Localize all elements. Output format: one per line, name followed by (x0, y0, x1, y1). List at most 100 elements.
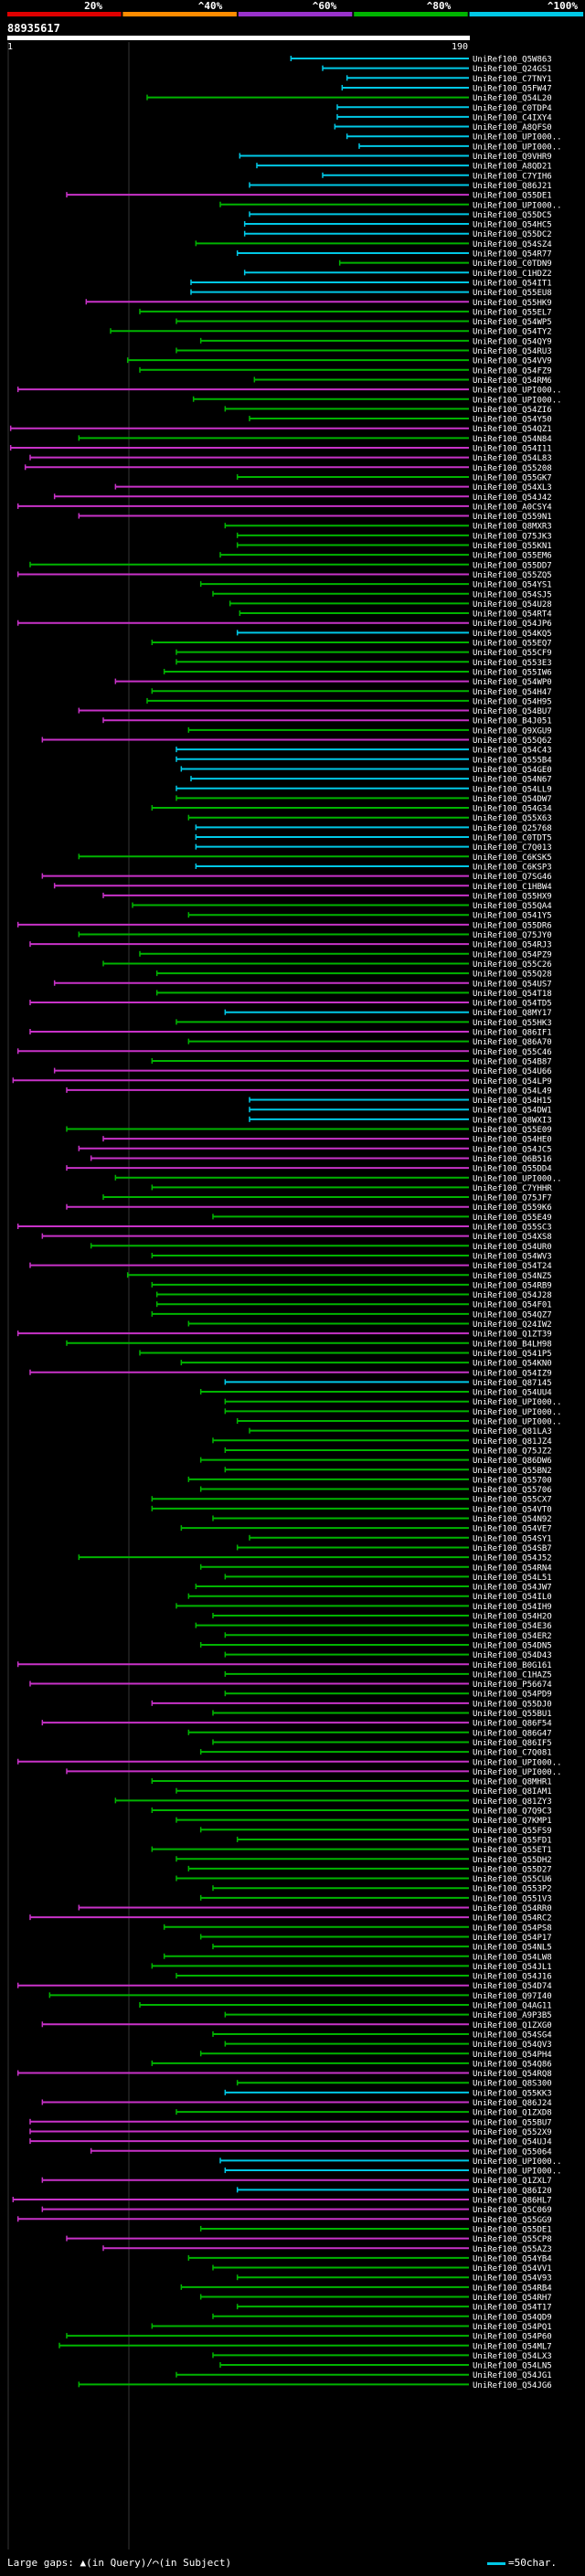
hit-label[interactable]: UniRef100_Q54R77 (473, 250, 552, 260)
hit-label[interactable]: UniRef100_C1HBW4 (473, 883, 552, 892)
hit-label[interactable]: UniRef100_B4J051 (473, 717, 552, 726)
hit-label[interactable]: UniRef100_Q1ZXD8 (473, 2109, 552, 2118)
hit-label[interactable]: UniRef100_Q54TD5 (473, 1000, 552, 1009)
hit-label[interactable]: UniRef100_Q86DW6 (473, 1457, 552, 1466)
hit-label[interactable]: UniRef100_Q24GS1 (473, 65, 552, 74)
hit-label[interactable]: UniRef100_Q54Y50 (473, 416, 552, 425)
hit-label[interactable]: UniRef100_Q54L83 (473, 454, 552, 463)
hit-label[interactable]: UniRef100_Q553P2 (473, 1885, 552, 1894)
hit-label[interactable]: UniRef100_Q8S300 (473, 2080, 552, 2089)
hit-label[interactable]: UniRef100_Q6B516 (473, 1155, 552, 1164)
hit-label[interactable]: UniRef100_Q54D74 (473, 1982, 552, 1991)
hit-label[interactable]: UniRef100_C6KSK5 (473, 853, 552, 863)
hit-label[interactable]: UniRef100_Q55C26 (473, 960, 552, 970)
hit-label[interactable]: UniRef100_Q86J24 (473, 2099, 552, 2108)
hit-label[interactable]: UniRef100_Q54RU3 (473, 347, 552, 356)
hit-label[interactable]: UniRef100_Q55BN2 (473, 1467, 552, 1476)
hit-label[interactable]: UniRef100_Q7SG46 (473, 873, 552, 882)
hit-label[interactable]: UniRef100_Q54UR0 (473, 1243, 552, 1252)
hit-label[interactable]: UniRef100_UPI000.. (473, 143, 562, 152)
hit-label[interactable]: UniRef100_Q54RR0 (473, 1904, 552, 1913)
hit-label[interactable]: UniRef100_Q8MHR1 (473, 1778, 552, 1787)
hit-label[interactable]: UniRef100_Q54ER2 (473, 1632, 552, 1641)
hit-label[interactable]: UniRef100_Q54FZ9 (473, 366, 552, 376)
hit-label[interactable]: UniRef100_Q55HX9 (473, 892, 552, 901)
hit-label[interactable]: UniRef100_Q54US7 (473, 980, 552, 989)
hit-label[interactable]: UniRef100_Q55HK9 (473, 299, 552, 308)
hit-label[interactable]: UniRef100_UPI000.. (473, 1758, 562, 1767)
hit-label[interactable]: UniRef100_Q81ZY3 (473, 1797, 552, 1807)
hit-label[interactable]: UniRef100_Q87145 (473, 1379, 552, 1388)
hit-label[interactable]: UniRef100_Q54H15 (473, 1097, 552, 1106)
hit-label[interactable]: UniRef100_Q55DE1 (473, 2225, 552, 2234)
hit-label[interactable]: UniRef100_Q8WXI3 (473, 1116, 552, 1125)
hit-label[interactable]: UniRef100_Q54QZ1 (473, 425, 552, 434)
hit-label[interactable]: UniRef100_Q552X9 (473, 2128, 552, 2137)
hit-label[interactable]: UniRef100_Q54LX3 (473, 2352, 552, 2361)
hit-label[interactable]: UniRef100_Q55700 (473, 1476, 552, 1485)
hit-label[interactable]: UniRef100_Q55Q62 (473, 737, 552, 746)
hit-label[interactable]: UniRef100_C1HAZ5 (473, 1670, 552, 1680)
hit-label[interactable]: UniRef100_Q55C46 (473, 1048, 552, 1057)
hit-label[interactable]: UniRef100_Q54XS8 (473, 1233, 552, 1242)
hit-label[interactable]: UniRef100_Q559K6 (473, 1203, 552, 1213)
hit-label[interactable]: UniRef100_Q55GG9 (473, 2216, 552, 2225)
hit-label[interactable]: UniRef100_Q86I20 (473, 2187, 552, 2196)
hit-label[interactable]: UniRef100_Q55064 (473, 2147, 552, 2157)
hit-label[interactable]: UniRef100_Q1ZT39 (473, 1330, 552, 1340)
hit-label[interactable]: UniRef100_Q54VV9 (473, 357, 552, 366)
hit-label[interactable]: UniRef100_Q54RN4 (473, 1564, 552, 1573)
hit-label[interactable]: UniRef100_Q55208 (473, 464, 552, 473)
hit-label[interactable]: UniRef100_Q54L20 (473, 94, 552, 103)
hit-label[interactable]: UniRef100_A8QFS0 (473, 123, 552, 133)
hit-label[interactable]: UniRef100_Q54QY9 (473, 337, 552, 346)
hit-label[interactable]: UniRef100_Q54SB7 (473, 1544, 552, 1553)
hit-label[interactable]: UniRef100_Q54I11 (473, 445, 552, 454)
hit-label[interactable]: UniRef100_Q54B87 (473, 1057, 552, 1066)
hit-label[interactable]: UniRef100_Q55BU7 (473, 2118, 552, 2127)
hit-label[interactable]: UniRef100_Q55ET1 (473, 1846, 552, 1855)
hit-label[interactable]: UniRef100_Q54YS1 (473, 581, 552, 590)
hit-label[interactable]: UniRef100_Q54JC5 (473, 1145, 552, 1154)
hit-label[interactable]: UniRef100_Q54PZ9 (473, 950, 552, 959)
hit-label[interactable]: UniRef100_Q54WP5 (473, 318, 552, 327)
hit-label[interactable]: UniRef100_Q8MXR3 (473, 523, 552, 532)
hit-label[interactable]: UniRef100_Q86A70 (473, 1038, 552, 1047)
hit-label[interactable]: UniRef100_Q54SZ4 (473, 240, 552, 249)
hit-label[interactable]: UniRef100_Q55CF9 (473, 649, 552, 658)
hit-label[interactable]: UniRef100_C0TDP4 (473, 104, 552, 113)
hit-label[interactable]: UniRef100_Q5FW47 (473, 84, 552, 93)
hit-label[interactable]: UniRef100_Q1ZXL7 (473, 2177, 552, 2186)
hit-label[interactable]: UniRef100_UPI000.. (473, 387, 562, 396)
hit-label[interactable]: UniRef100_Q54J16 (473, 1973, 552, 1982)
hit-label[interactable]: UniRef100_UPI000.. (473, 1408, 562, 1417)
hit-label[interactable]: UniRef100_Q54YB4 (473, 2254, 552, 2263)
hit-label[interactable]: UniRef100_Q1ZXG0 (473, 2021, 552, 2030)
hit-label[interactable]: UniRef100_Q54U66 (473, 1067, 552, 1076)
hit-label[interactable]: UniRef100_Q54LL9 (473, 785, 552, 794)
hit-label[interactable]: UniRef100_Q54JG1 (473, 2371, 552, 2380)
hit-label[interactable]: UniRef100_Q54HE0 (473, 1136, 552, 1145)
hit-label[interactable]: UniRef100_Q54NL5 (473, 1944, 552, 1953)
hit-label[interactable]: UniRef100_Q55KK3 (473, 2089, 552, 2098)
hit-label[interactable]: UniRef100_Q7Q9C3 (473, 1807, 552, 1817)
hit-label[interactable]: UniRef100_A9P3B5 (473, 2011, 552, 2020)
hit-label[interactable]: UniRef100_Q55E49 (473, 1214, 552, 1223)
hit-label[interactable]: UniRef100_Q54J42 (473, 493, 552, 503)
hit-label[interactable]: UniRef100_Q54RQ8 (473, 2070, 552, 2079)
hit-label[interactable]: UniRef100_Q54NZ5 (473, 1272, 552, 1281)
hit-label[interactable]: UniRef100_Q54RT4 (473, 610, 552, 620)
hit-label[interactable]: UniRef100_Q54F01 (473, 1301, 552, 1310)
hit-label[interactable]: UniRef100_Q9XGU9 (473, 726, 552, 736)
hit-label[interactable]: UniRef100_Q541P5 (473, 1350, 552, 1359)
hit-label[interactable]: UniRef100_Q54JW7 (473, 1584, 552, 1593)
hit-label[interactable]: UniRef100_Q54IT1 (473, 279, 552, 288)
hit-label[interactable]: UniRef100_Q54N92 (473, 1515, 552, 1524)
hit-label[interactable]: UniRef100_UPI000.. (473, 1418, 562, 1427)
hit-label[interactable]: UniRef100_Q86IF5 (473, 1739, 552, 1748)
hit-label[interactable]: UniRef100_Q5C069 (473, 2206, 552, 2215)
hit-label[interactable]: UniRef100_Q54QZ7 (473, 1310, 552, 1320)
hit-label[interactable]: UniRef100_P56674 (473, 1680, 552, 1690)
hit-label[interactable]: UniRef100_Q54RB4 (473, 2284, 552, 2293)
hit-label[interactable]: UniRef100_Q54V93 (473, 2274, 552, 2284)
